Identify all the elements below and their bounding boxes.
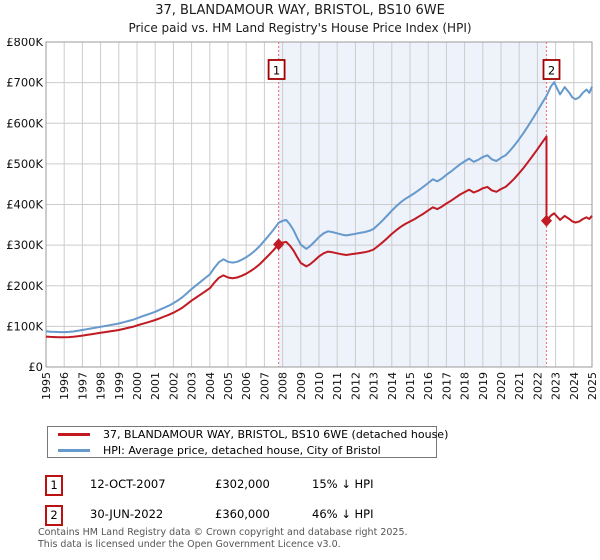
legend-row-hpi: HPI: Average price, detached house, City… [48, 444, 436, 457]
svg-text:2000: 2000 [131, 372, 144, 400]
legend-label-price-paid: 37, BLANDAMOUR WAY, BRISTOL, BS10 6WE (d… [103, 427, 449, 441]
svg-text:1999: 1999 [113, 372, 126, 400]
svg-text:2023: 2023 [550, 372, 563, 400]
svg-text:2007: 2007 [258, 372, 271, 400]
chart-svg: 1 2£0£100K£200K£300K£400K£500K£600K£700K£… [6, 38, 599, 400]
sale-1-price: £302,000 [215, 477, 270, 491]
footer-line-2: This data is licensed under the Open Gov… [38, 538, 341, 550]
svg-text:2: 2 [548, 64, 555, 78]
svg-text:2004: 2004 [204, 372, 217, 400]
svg-text:£500K: £500K [6, 157, 43, 171]
sale-2-price: £360,000 [215, 507, 270, 521]
svg-text:2022: 2022 [531, 372, 544, 400]
plot-border [45, 41, 593, 368]
svg-text:2016: 2016 [422, 372, 435, 400]
svg-text:2018: 2018 [459, 372, 472, 400]
y-axis-labels: £0 £100K £200K £300K £400K £500K £600K £700K £80… [6, 38, 43, 374]
svg-text:2019: 2019 [477, 372, 490, 400]
svg-text:1: 1 [273, 64, 280, 78]
legend-row-price-paid: 37, BLANDAMOUR WAY, BRISTOL, BS10 6WE (d… [48, 428, 448, 441]
svg-text:1998: 1998 [95, 372, 108, 400]
x-axis-labels: 1995 1996 1997 1998 1999 2000 2001 2002 2003 2004… [40, 372, 599, 400]
sale-1-date: 12-OCT-2007 [90, 477, 166, 491]
svg-text:£100K: £100K [6, 319, 43, 333]
sale-2-hpi-diff: 46% ↓ HPI [312, 507, 374, 521]
sale-1-chart-badge [267, 59, 286, 80]
price-paid-line [45, 135, 593, 339]
hpi-line [45, 81, 593, 334]
sale-2-diamond-marker [541, 214, 552, 227]
svg-text:2001: 2001 [149, 372, 162, 400]
svg-text:£700K: £700K [6, 76, 43, 90]
sale-2-number-badge: 2 [45, 505, 63, 526]
svg-text:£400K: £400K [6, 198, 43, 212]
svg-text:2009: 2009 [295, 372, 308, 400]
chart-legend: 37, BLANDAMOUR WAY, BRISTOL, BS10 6WE (d… [47, 426, 448, 458]
svg-text:2011: 2011 [331, 372, 344, 400]
footer-line-1: Contains HM Land Registry data © Crown c… [38, 527, 408, 538]
svg-text:2012: 2012 [349, 372, 362, 400]
hpi-line-swatch [58, 448, 90, 452]
svg-text:2017: 2017 [440, 372, 453, 400]
sale-row-2: 2 30-JUN-2022 £360,000 46% ↓ HPI [0, 505, 600, 526]
svg-text:£600K: £600K [6, 116, 43, 130]
svg-text:1997: 1997 [76, 372, 89, 400]
sale-2-chart-badge [542, 59, 561, 80]
sale-1-diamond-marker [273, 238, 285, 251]
sale-1-number-badge: 1 [45, 475, 63, 496]
svg-text:2003: 2003 [186, 372, 199, 400]
svg-text:2024: 2024 [568, 372, 581, 400]
svg-text:2014: 2014 [386, 372, 399, 400]
svg-text:2025: 2025 [586, 372, 599, 400]
svg-text:1995: 1995 [40, 372, 53, 400]
price-paid-line-swatch [58, 432, 90, 436]
svg-text:2010: 2010 [313, 372, 326, 400]
svg-text:2008: 2008 [277, 372, 290, 400]
svg-text:2021: 2021 [513, 372, 526, 400]
sale-1-hpi-diff: 15% ↓ HPI [312, 477, 374, 491]
svg-text:£200K: £200K [6, 279, 43, 293]
sale-row-1: 1 12-OCT-2007 £302,000 15% ↓ HPI [0, 475, 600, 496]
chart-subtitle: Price paid vs. HM Land Registry's House … [128, 21, 472, 35]
svg-text:£800K: £800K [6, 38, 43, 49]
license-footer: Contains HM Land Registry data © Crown c… [38, 527, 598, 550]
svg-text:1996: 1996 [58, 372, 71, 400]
svg-text:2020: 2020 [495, 372, 508, 400]
sale-2-date: 30-JUN-2022 [90, 507, 164, 521]
svg-text:2015: 2015 [404, 372, 417, 400]
svg-text:2013: 2013 [368, 372, 381, 400]
legend-label-hpi: HPI: Average price, detached house, City… [103, 443, 381, 457]
svg-text:£300K: £300K [6, 238, 43, 252]
svg-text:£0: £0 [28, 360, 43, 374]
svg-text:2006: 2006 [240, 372, 253, 400]
gridlines [45, 41, 593, 368]
svg-text:2002: 2002 [167, 372, 180, 400]
chart-title: 37, BLANDAMOUR WAY, BRISTOL, BS10 6WE [155, 3, 445, 18]
svg-text:2005: 2005 [222, 372, 235, 400]
